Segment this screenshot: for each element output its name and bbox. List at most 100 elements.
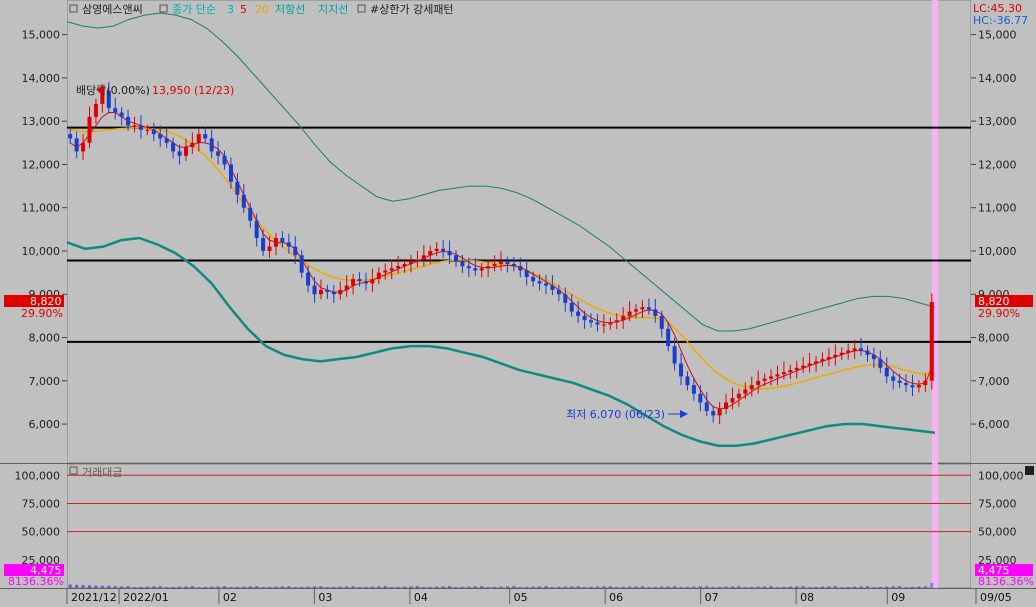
candle-body [807,363,812,366]
volume-bar [910,586,914,588]
candle-body [550,285,555,290]
current-day-highlight [932,0,938,588]
volume-bar [801,586,805,588]
candle-body [775,374,780,377]
price-tick-label: 6,000 [29,418,61,431]
volume-bar [782,586,786,588]
volume-bar [840,587,844,588]
legend-box-icon[interactable] [159,4,168,13]
volume-bar [820,586,824,588]
volume-bar [512,586,516,588]
volume-bar [724,586,728,588]
price-tick-label: 15,000 [22,29,61,42]
candle-body [820,359,825,362]
candle-body [370,279,375,284]
volume-bar [647,587,651,588]
candle-body [524,270,529,277]
volume-bar [859,586,863,588]
candle-body [640,307,645,310]
volume-bar [351,586,355,588]
price-tick-label: 11,000 [978,202,1017,215]
candle-body [228,164,233,182]
volume-close-icon[interactable] [1025,466,1034,475]
candle-body [556,289,561,295]
volume-bar [666,586,670,588]
price-panel[interactable] [66,0,972,464]
legend-pattern: #상한가 강세패턴 [370,3,454,16]
candle-body [119,112,124,117]
candle-body [544,283,549,286]
volume-tick-label: 100,000 [978,469,1024,482]
candle-body [479,268,484,271]
volume-bar [730,586,734,588]
volume-bar [403,586,407,588]
candle-body [711,411,716,416]
candle-body [621,315,626,321]
volume-bar [460,586,464,588]
candle-body [672,346,677,364]
volume-bar [595,586,599,588]
price-tick-label: 8,000 [29,332,61,345]
candle-body [331,292,336,295]
volume-bar [293,587,297,588]
candle-body [492,263,497,267]
candle-body [280,237,285,243]
current-price-left: 8,820 [30,295,62,308]
candle-body [846,350,851,353]
volume-bar [229,587,233,588]
candle-body [891,376,896,381]
candle-body [338,289,343,295]
legend-support: 지지선 [318,3,348,16]
candle-body [209,138,214,152]
volume-bar [608,586,612,588]
volume-bar [576,586,580,588]
candle-body [344,285,349,290]
volume-bar [718,586,722,588]
price-tick-label: 13,000 [22,115,61,128]
volume-bar [930,582,934,588]
candle-body [93,103,98,117]
change-pct-left: 29.90% [21,307,63,320]
volume-bar [705,586,709,588]
volume-tick-label: 25,000 [978,554,1017,567]
volume-bar [518,587,522,588]
volume-bar [75,584,79,588]
candle-body [145,129,150,131]
candle-body [473,268,478,271]
volume-legend-box-icon[interactable] [69,466,78,475]
candle-body [923,380,928,386]
price-tag-right [975,295,1033,307]
volume-bar [795,586,799,588]
candle-body [190,142,195,148]
volume-bar [158,586,162,588]
legend-box-icon[interactable] [357,4,366,13]
stock-name: 삼영에스앤씨 [82,3,143,16]
volume-bar [615,587,619,588]
volume-bar [872,587,876,588]
volume-bar [422,587,426,588]
candle-body [126,116,131,126]
volume-bar [428,586,432,588]
volume-bar [673,586,677,588]
candle-body [203,134,208,139]
volume-bar [621,586,625,588]
volume-bar [242,586,246,588]
volume-panel[interactable] [66,463,972,589]
candle-body [801,365,806,368]
price-tick-label: 8,000 [978,332,1010,345]
volume-bar [268,586,272,588]
candle-body [878,359,883,368]
candle-body [453,255,458,262]
candle-body [351,279,356,286]
candle-body [788,369,793,373]
price-tick-label: 13,000 [978,115,1017,128]
volume-tick-label: 50,000 [978,526,1017,539]
volume-bar [184,586,188,588]
legend-box-icon[interactable] [69,4,78,13]
candle-body [312,285,317,295]
lc-value: LC:45.30 [973,2,1022,15]
candle-body [113,108,118,113]
volume-bar [319,586,323,588]
candle-body [910,385,915,388]
